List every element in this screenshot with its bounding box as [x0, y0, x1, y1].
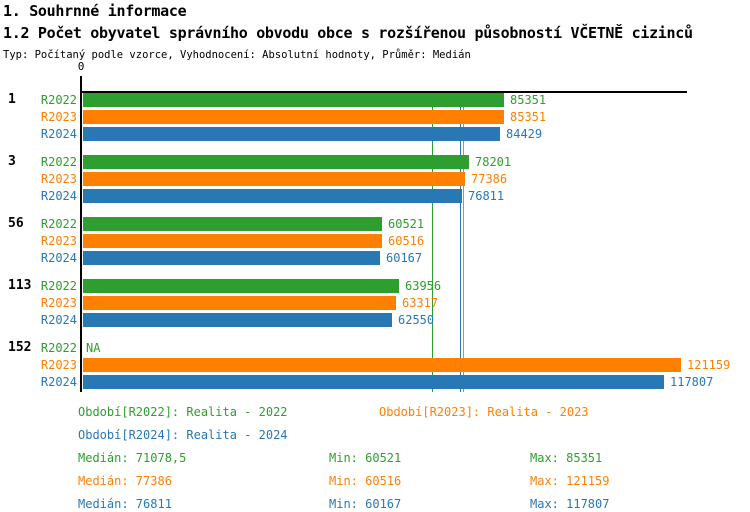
bar-value-label: 84429: [506, 127, 543, 141]
bar-r2024-group-113: [83, 313, 392, 327]
bar-r2022-group-3: [83, 155, 469, 169]
median-line-r2023: [463, 93, 464, 392]
legend-max-r2024: Max: 117807: [530, 497, 610, 511]
bar-r2024-group-152: [83, 375, 664, 389]
bar-value-label: 60516: [388, 234, 425, 248]
bar-value-label: 117807: [670, 375, 714, 389]
chart-title: 1.2 Počet obyvatel správního obvodu obce…: [3, 24, 693, 42]
series-label-r2024: R2024: [40, 189, 77, 203]
legend-period-r2022: Období[R2022]: Realita - 2022: [78, 405, 288, 419]
x-axis-top-line: [81, 91, 687, 93]
bar-r2022-group-1: [83, 93, 504, 107]
group-label-152: 152: [8, 340, 32, 355]
bar-value-label: 78201: [475, 155, 512, 169]
group-label-56: 56: [8, 216, 24, 231]
legend-min-r2022: Min: 60521: [329, 451, 402, 465]
median-line-r2024: [460, 93, 461, 392]
series-label-r2024: R2024: [40, 251, 77, 265]
bar-r2023-group-56: [83, 234, 382, 248]
bar-value-label: 63956: [405, 279, 442, 293]
legend-period-r2024: Období[R2024]: Realita - 2024: [78, 428, 288, 442]
bar-value-label: 60521: [388, 217, 425, 231]
group-label-3: 3: [8, 154, 16, 169]
bar-value-label: 121159: [687, 358, 731, 372]
bar-r2023-group-113: [83, 296, 396, 310]
legend-max-r2022: Max: 85351: [530, 451, 603, 465]
legend-median-r2024: Medián: 76811: [78, 497, 172, 511]
legend-period-r2023: Období[R2023]: Realita - 2023: [379, 405, 589, 419]
bar-value-label: 60167: [386, 251, 423, 265]
series-label-r2023: R2023: [40, 110, 77, 124]
bar-value-label: 62550: [398, 313, 435, 327]
series-label-r2022: R2022: [40, 341, 77, 355]
y-axis-line: [80, 76, 82, 392]
chart-subtitle: Typ: Počítaný podle vzorce, Vyhodnocení:…: [3, 49, 471, 61]
axis-zero-tick-label: 0: [77, 60, 85, 73]
series-label-r2022: R2022: [40, 93, 77, 107]
bar-r2022-group-113: [83, 279, 399, 293]
bar-r2023-group-1: [83, 110, 504, 124]
legend-median-r2022: Medián: 71078,5: [78, 451, 187, 465]
bar-value-label: 85351: [510, 93, 547, 107]
bar-r2024-group-3: [83, 189, 462, 203]
bar-value-label: 76811: [468, 189, 505, 203]
group-label-1: 1: [8, 92, 16, 107]
series-label-r2022: R2022: [40, 155, 77, 169]
bar-r2023-group-3: [83, 172, 465, 186]
bar-value-na: NA: [86, 341, 101, 355]
series-label-r2023: R2023: [40, 172, 77, 186]
bar-value-label: 77386: [471, 172, 508, 186]
series-label-r2023: R2023: [40, 234, 77, 248]
bar-value-label: 85351: [510, 110, 547, 124]
series-label-r2024: R2024: [40, 127, 77, 141]
bar-r2024-group-56: [83, 251, 380, 265]
legend-min-r2023: Min: 60516: [329, 474, 402, 488]
series-label-r2022: R2022: [40, 217, 77, 231]
series-label-r2022: R2022: [40, 279, 77, 293]
median-line-r2022: [432, 93, 433, 392]
series-label-r2023: R2023: [40, 358, 77, 372]
series-label-r2024: R2024: [40, 375, 77, 389]
series-label-r2024: R2024: [40, 313, 77, 327]
bar-r2023-group-152: [83, 358, 681, 372]
bar-value-label: 63317: [402, 296, 439, 310]
bar-r2024-group-1: [83, 127, 500, 141]
legend-median-r2023: Medián: 77386: [78, 474, 172, 488]
group-label-113: 113: [8, 278, 32, 293]
series-label-r2023: R2023: [40, 296, 77, 310]
legend-min-r2024: Min: 60167: [329, 497, 402, 511]
bar-r2022-group-56: [83, 217, 382, 231]
legend-max-r2023: Max: 121159: [530, 474, 610, 488]
report-section-title: 1. Souhrnné informace: [3, 2, 187, 20]
